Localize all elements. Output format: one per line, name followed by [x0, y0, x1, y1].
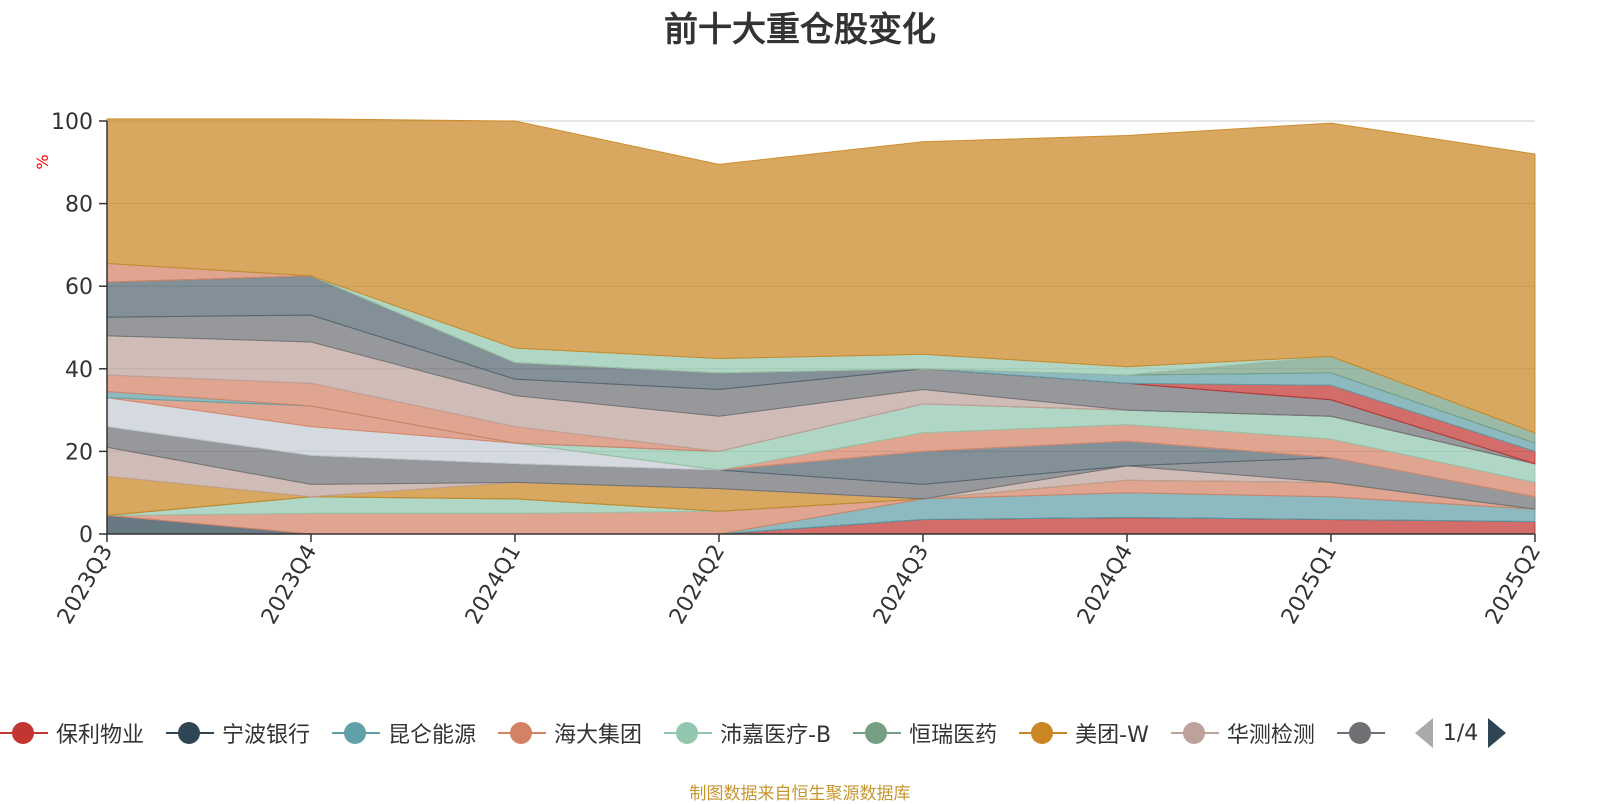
legend-item[interactable]: 海大集团: [498, 717, 642, 749]
legend-marker-icon: [498, 721, 547, 745]
legend-item[interactable]: 宁波银行: [166, 717, 310, 749]
y-tick-label: 40: [65, 358, 93, 383]
legend-page-indicator: 1/4: [1442, 720, 1479, 746]
legend-dot: [344, 722, 367, 744]
source-note: 制图数据来自恒生聚源数据库: [689, 784, 911, 804]
legend-marker-icon: [1019, 721, 1068, 745]
legend-marker-icon: [1336, 721, 1385, 745]
legend-dot: [865, 722, 888, 744]
legend-dot: [676, 722, 699, 744]
legend-label: 恒瑞医药: [909, 723, 998, 748]
legend-item[interactable]: [1336, 721, 1393, 745]
x-tick-label: 2024Q2: [665, 541, 730, 629]
legend-label: 沛嘉医疗-B: [720, 723, 832, 748]
legend: 保利物业 宁波银行 昆仑能源 海大集团 沛嘉医疗-B 恒瑞医药 美团-W 华测检测 1/4: [0, 713, 1600, 753]
x-tick-label: 2023Q4: [257, 541, 322, 629]
legend-dot: [1182, 722, 1205, 744]
legend-dot: [1031, 722, 1054, 744]
legend-item[interactable]: 昆仑能源: [332, 717, 476, 749]
area-layer: [106, 118, 1536, 535]
legend-dot: [12, 722, 34, 744]
legend-label: 保利物业: [56, 723, 145, 748]
legend-item[interactable]: 保利物业: [0, 717, 144, 749]
y-axis-label: %: [33, 154, 52, 169]
legend-item[interactable]: 恒瑞医药: [853, 717, 997, 749]
legend-item[interactable]: 美团-W: [1019, 717, 1149, 749]
x-tick-label: 2024Q4: [1073, 541, 1138, 629]
y-tick-label: 20: [65, 440, 93, 465]
y-tick-label: 60: [65, 275, 93, 300]
chart-title: 前十大重仓股变化: [664, 10, 936, 50]
y-tick-label: 100: [51, 110, 93, 135]
legend-pager: 1/4: [1414, 718, 1507, 748]
legend-marker-icon: [1170, 721, 1219, 745]
legend-dot: [1348, 722, 1371, 744]
legend-marker-icon: [166, 721, 215, 745]
legend-label: 海大集团: [554, 723, 643, 748]
legend-prev-page-icon[interactable]: [1414, 718, 1433, 748]
legend-label: 宁波银行: [222, 723, 311, 748]
legend-marker-icon: [332, 721, 381, 745]
legend-label: 美团-W: [1075, 723, 1149, 748]
legend-next-page-icon[interactable]: [1488, 718, 1507, 748]
legend-marker-icon: [853, 721, 902, 745]
x-tick-label: 2024Q3: [869, 541, 934, 629]
legend-marker-icon: [0, 721, 48, 745]
y-tick-label: 80: [65, 193, 93, 218]
x-tick-label: 2025Q1: [1277, 541, 1342, 629]
legend-item[interactable]: 华测检测: [1170, 717, 1315, 749]
area-series-23[interactable]: [106, 118, 1536, 434]
legend-dot: [510, 722, 533, 744]
x-tick-label: 2024Q1: [461, 541, 526, 629]
legend-label: 华测检测: [1226, 723, 1315, 748]
legend-item[interactable]: 沛嘉医疗-B: [664, 717, 831, 749]
x-tick-label: 2025Q2: [1481, 541, 1546, 629]
legend-marker-icon: [664, 721, 713, 745]
y-tick-label: 0: [79, 523, 93, 548]
legend-label: 昆仑能源: [388, 723, 477, 748]
legend-dot: [178, 722, 201, 744]
x-tick-label: 2023Q3: [53, 541, 118, 629]
